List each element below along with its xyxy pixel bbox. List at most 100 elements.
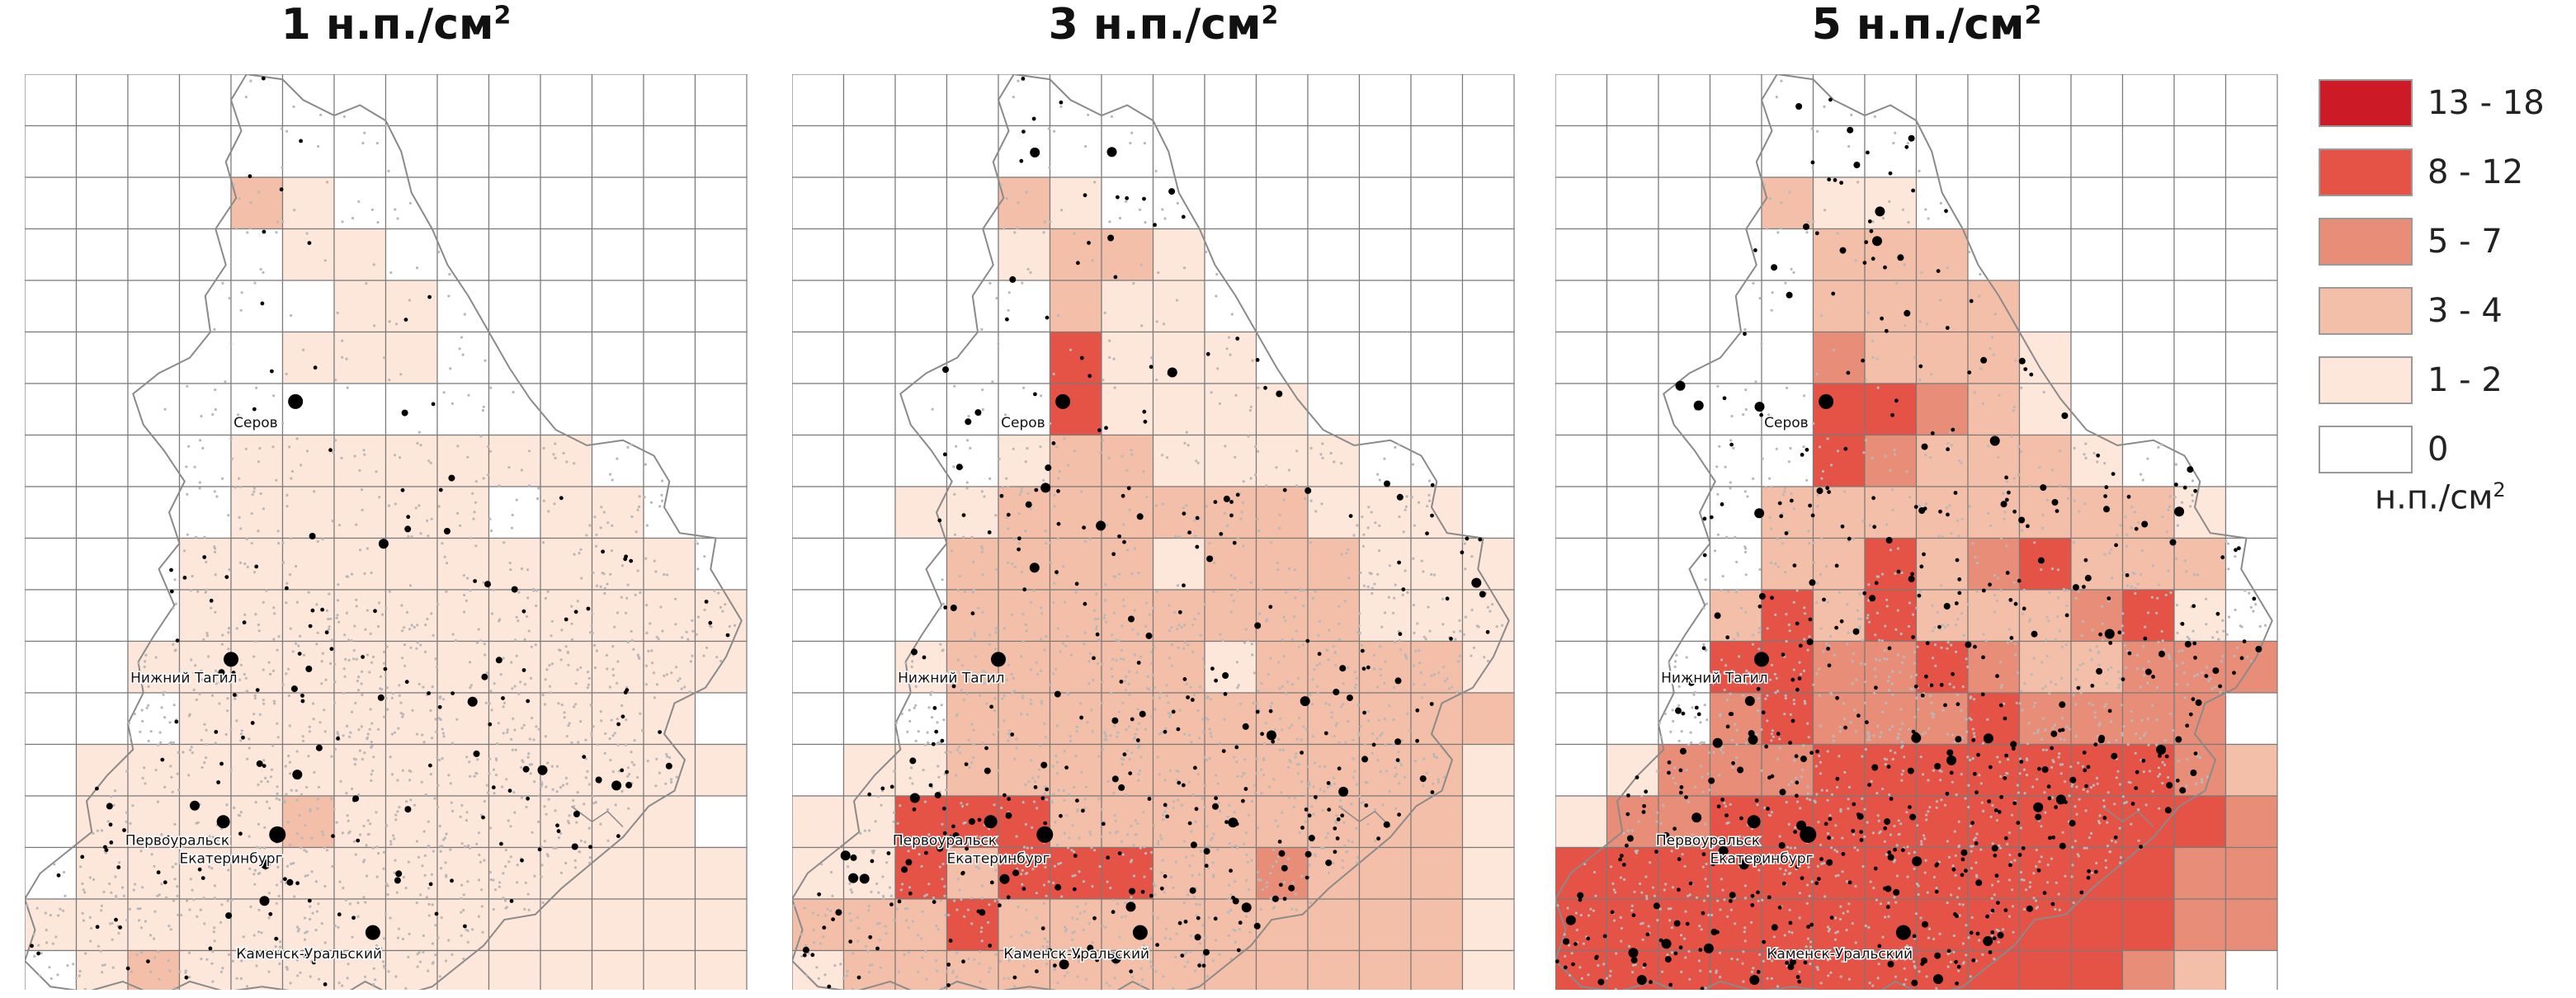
settlement-dot [1471,577,1482,588]
small-settlement-dot [1193,519,1196,523]
settlement-dot [1104,426,1108,431]
settlement-dot [233,693,237,697]
small-settlement-dot [203,761,206,765]
small-settlement-dot [1707,913,1710,916]
small-settlement-dot [1324,702,1328,705]
small-settlement-dot [1136,708,1139,711]
small-settlement-dot [1143,845,1146,849]
small-settlement-dot [1218,953,1221,956]
small-settlement-dot [644,664,649,667]
grid-cell [1358,537,1412,591]
small-settlement-dot [1071,874,1074,878]
small-settlement-dot [1395,773,1399,776]
small-settlement-dot [1043,648,1046,652]
small-settlement-dot [540,783,544,786]
grid-cell [643,280,696,333]
small-settlement-dot [1736,958,1739,961]
small-settlement-dot [2104,859,2107,862]
small-settlement-dot [1820,477,1823,480]
small-settlement-dot [1265,484,1268,487]
small-settlement-dot [540,875,543,878]
grid-cell [1307,74,1361,127]
small-settlement-dot [333,439,337,442]
small-settlement-dot [817,977,820,980]
small-settlement-dot [1834,874,1838,878]
grid-cell [1410,949,1464,990]
small-settlement-dot [1297,763,1301,766]
small-settlement-dot [490,612,494,615]
small-settlement-dot [663,674,666,678]
small-settlement-dot [205,560,208,564]
settlement-dot [331,834,335,839]
settlement-dot [404,680,409,685]
small-settlement-dot [1091,884,1094,888]
small-settlement-dot [1354,683,1357,686]
small-settlement-dot [1039,669,1043,673]
small-settlement-dot [600,719,603,723]
small-settlement-dot [159,741,163,744]
small-settlement-dot [1757,953,1762,956]
small-settlement-dot [1640,891,1644,894]
small-settlement-dot [1155,590,1158,593]
grid-cell [591,589,644,643]
small-settlement-dot [1852,652,1855,655]
small-settlement-dot [1240,511,1243,514]
small-settlement-dot [311,911,314,915]
grid-cell [230,537,284,591]
small-settlement-dot [1965,657,1968,661]
settlement-dot [1040,483,1051,493]
small-settlement-dot [1042,478,1045,482]
small-settlement-dot [2167,653,2170,657]
small-settlement-dot [881,875,885,878]
small-settlement-dot [2034,899,2038,902]
small-settlement-dot [1190,741,1193,744]
grid-cell [2173,795,2227,849]
small-settlement-dot [1244,878,1248,882]
small-settlement-dot [498,881,502,884]
grid-cell [1410,589,1464,643]
grid-cell [894,228,948,281]
small-settlement-dot [903,953,906,957]
small-settlement-dot [226,709,229,713]
small-settlement-dot [1747,839,1750,842]
small-settlement-dot [388,379,391,382]
small-settlement-dot [365,874,369,878]
small-settlement-dot [620,564,625,567]
grid-cell [792,949,845,990]
settlement-dot [1010,732,1015,737]
small-settlement-dot [1029,699,1032,702]
small-settlement-dot [1420,696,1423,699]
small-settlement-dot [940,704,943,707]
small-settlement-dot [1973,391,1976,394]
small-settlement-dot [227,869,230,872]
settlement-dot [1119,680,1124,684]
settlement-dot [511,586,518,593]
small-settlement-dot [463,313,466,316]
small-settlement-dot [958,751,961,755]
small-settlement-dot [1312,812,1315,816]
small-settlement-dot [1311,678,1314,681]
small-settlement-dot [1198,903,1201,906]
grid-cell [1152,125,1205,178]
small-settlement-dot [1781,542,1784,545]
small-settlement-dot [387,169,390,172]
small-settlement-dot [1125,793,1128,797]
small-settlement-dot [1229,574,1233,577]
grid-cell [230,331,284,384]
small-settlement-dot [1047,127,1050,130]
small-settlement-dot [330,638,333,642]
small-settlement-dot [574,703,578,706]
small-settlement-dot [163,716,167,719]
small-settlement-dot [441,845,444,848]
small-settlement-dot [544,735,548,738]
small-settlement-dot [1359,571,1362,575]
small-settlement-dot [620,789,624,793]
small-settlement-dot [848,882,852,885]
small-settlement-dot [1130,453,1134,456]
small-settlement-dot [352,757,356,760]
grid-cell [25,846,78,900]
small-settlement-dot [2022,588,2026,591]
settlement-dot [260,859,271,869]
small-settlement-dot [644,557,648,560]
small-settlement-dot [2056,614,2059,619]
